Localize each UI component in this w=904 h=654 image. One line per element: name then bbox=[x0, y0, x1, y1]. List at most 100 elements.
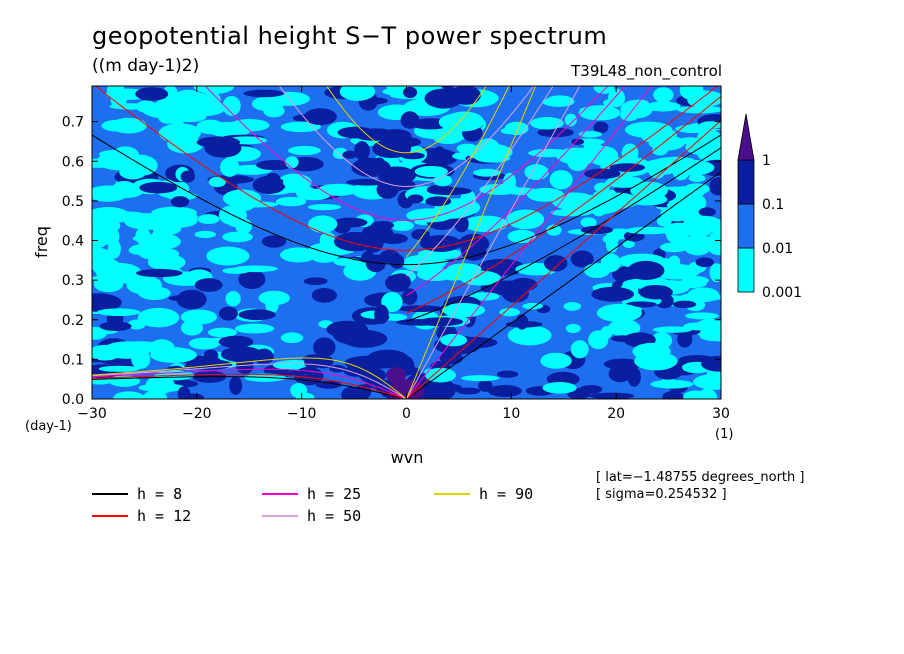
heatmap-blob bbox=[332, 217, 368, 228]
heatmap-blob bbox=[684, 223, 712, 238]
mrg-curve-h90 bbox=[406, 86, 510, 258]
colorbar-label: 1 bbox=[762, 153, 771, 169]
heatmap-blob bbox=[699, 331, 721, 342]
heatmap-blob bbox=[414, 166, 448, 177]
heatmap-blob bbox=[543, 255, 568, 272]
x-unit-label: (1) bbox=[715, 427, 733, 442]
heatmap-blob bbox=[638, 284, 673, 300]
heatmap-blob bbox=[672, 279, 707, 289]
y-tick-label: 0.5 bbox=[62, 194, 84, 210]
heatmap-blob bbox=[222, 95, 241, 116]
colorbar-label: 0.1 bbox=[762, 197, 784, 213]
kelvin-curve-h90 bbox=[406, 86, 537, 399]
heatmap-blob bbox=[698, 207, 716, 217]
y-tick-label: 0.1 bbox=[62, 352, 84, 368]
heatmap-blob bbox=[442, 302, 486, 318]
heatmap-blob bbox=[131, 349, 151, 369]
heatmap-blob bbox=[285, 156, 299, 169]
heatmap-blob bbox=[640, 125, 659, 143]
heatmap-blob bbox=[193, 86, 235, 95]
heatmap-blob bbox=[677, 235, 720, 247]
chart-subtitle: ((m day-1)2) bbox=[92, 56, 200, 76]
heatmap-blob bbox=[138, 286, 171, 300]
heatmap-blob bbox=[695, 257, 714, 268]
x-tick-label: −10 bbox=[287, 406, 317, 422]
y-tick-label: 0.7 bbox=[62, 115, 84, 131]
x-axis-label: wvn bbox=[391, 448, 424, 467]
heatmap-blob bbox=[542, 97, 575, 107]
heatmap-blob bbox=[315, 380, 342, 389]
heatmap-blob bbox=[578, 131, 602, 138]
heatmap-blob bbox=[709, 263, 721, 283]
heatmap-blob bbox=[196, 136, 241, 149]
heatmap-blob bbox=[433, 174, 453, 187]
heatmap-blob bbox=[699, 121, 721, 129]
chart-title: geopotential height S−T power spectrum bbox=[92, 22, 608, 50]
heatmap-blob bbox=[676, 105, 721, 114]
heatmap-blob bbox=[621, 143, 639, 163]
heatmap-blob bbox=[709, 231, 721, 239]
y-tick-label: 0.2 bbox=[62, 313, 84, 329]
heatmap-blob bbox=[222, 231, 253, 243]
heatmap-blob bbox=[627, 367, 641, 387]
heatmap-blob bbox=[282, 174, 312, 190]
heatmap-blob bbox=[400, 111, 420, 129]
heatmap-blob bbox=[594, 192, 639, 210]
heatmap-blob bbox=[177, 386, 191, 399]
heatmap-blob bbox=[227, 218, 245, 228]
legend-label-h12: h = 12 bbox=[137, 507, 191, 525]
heatmap-blob bbox=[433, 132, 463, 145]
rossby-curve-h50 bbox=[92, 363, 407, 399]
heatmap-blob bbox=[628, 193, 668, 206]
mrg-curve-h50 bbox=[406, 86, 554, 277]
heatmap-blob bbox=[540, 352, 572, 369]
x-tick-label: 10 bbox=[502, 406, 520, 422]
heatmap-blob bbox=[252, 175, 286, 195]
heatmap-blob bbox=[496, 370, 519, 378]
kelvin-curve-h25 bbox=[406, 86, 653, 399]
heatmap-blob bbox=[478, 379, 493, 392]
heatmap-blob bbox=[608, 88, 626, 108]
heatmap-blob bbox=[341, 386, 361, 399]
heatmap-blob bbox=[243, 89, 285, 98]
heatmap-blob bbox=[304, 108, 337, 126]
run-label: T39L48_non_control bbox=[571, 62, 722, 80]
heatmap-blob bbox=[537, 127, 574, 138]
heatmap-blob bbox=[229, 376, 243, 395]
heatmap-blob bbox=[542, 382, 577, 394]
heatmap-blob bbox=[650, 379, 694, 389]
heatmap-blob bbox=[440, 333, 468, 347]
heatmap-blob bbox=[256, 160, 293, 171]
heatmap-blob bbox=[313, 337, 336, 358]
heatmap-blob bbox=[456, 143, 478, 154]
heatmap-blob bbox=[424, 88, 463, 109]
heatmap-blob bbox=[337, 126, 375, 139]
kelvin-curve-h12 bbox=[406, 120, 721, 399]
heatmap-blob bbox=[528, 148, 571, 158]
heatmap-blob bbox=[317, 183, 359, 196]
heatmap-blob bbox=[646, 101, 681, 112]
heatmap-blob bbox=[358, 367, 387, 384]
heatmap-blob bbox=[503, 172, 516, 192]
heatmap-blob bbox=[652, 145, 668, 156]
colorbar: 0.001 0.01 0.1 1 bbox=[737, 113, 802, 301]
heatmap-blob bbox=[353, 362, 393, 369]
heatmap-blob bbox=[390, 220, 414, 231]
mrg-curve-h12 bbox=[406, 95, 721, 314]
heatmap-blob bbox=[194, 278, 223, 292]
kelvin-curve-h50 bbox=[406, 86, 581, 399]
heatmap-blob bbox=[499, 307, 520, 317]
heatmap-blob bbox=[333, 232, 377, 252]
heatmap-blob bbox=[238, 269, 266, 289]
heatmap-blob bbox=[524, 164, 549, 181]
heatmap-blob bbox=[110, 117, 147, 134]
heatmap-blob bbox=[150, 347, 197, 363]
heatmap-blob bbox=[563, 302, 582, 311]
x-tick-label: 30 bbox=[712, 406, 730, 422]
heatmap-blob bbox=[238, 309, 276, 321]
heatmap-blob bbox=[502, 284, 529, 303]
heatmap-blob bbox=[425, 367, 457, 383]
ig-curve-h12 bbox=[94, 86, 719, 251]
heatmap-blob bbox=[608, 365, 632, 383]
heatmap-blob bbox=[280, 332, 304, 344]
